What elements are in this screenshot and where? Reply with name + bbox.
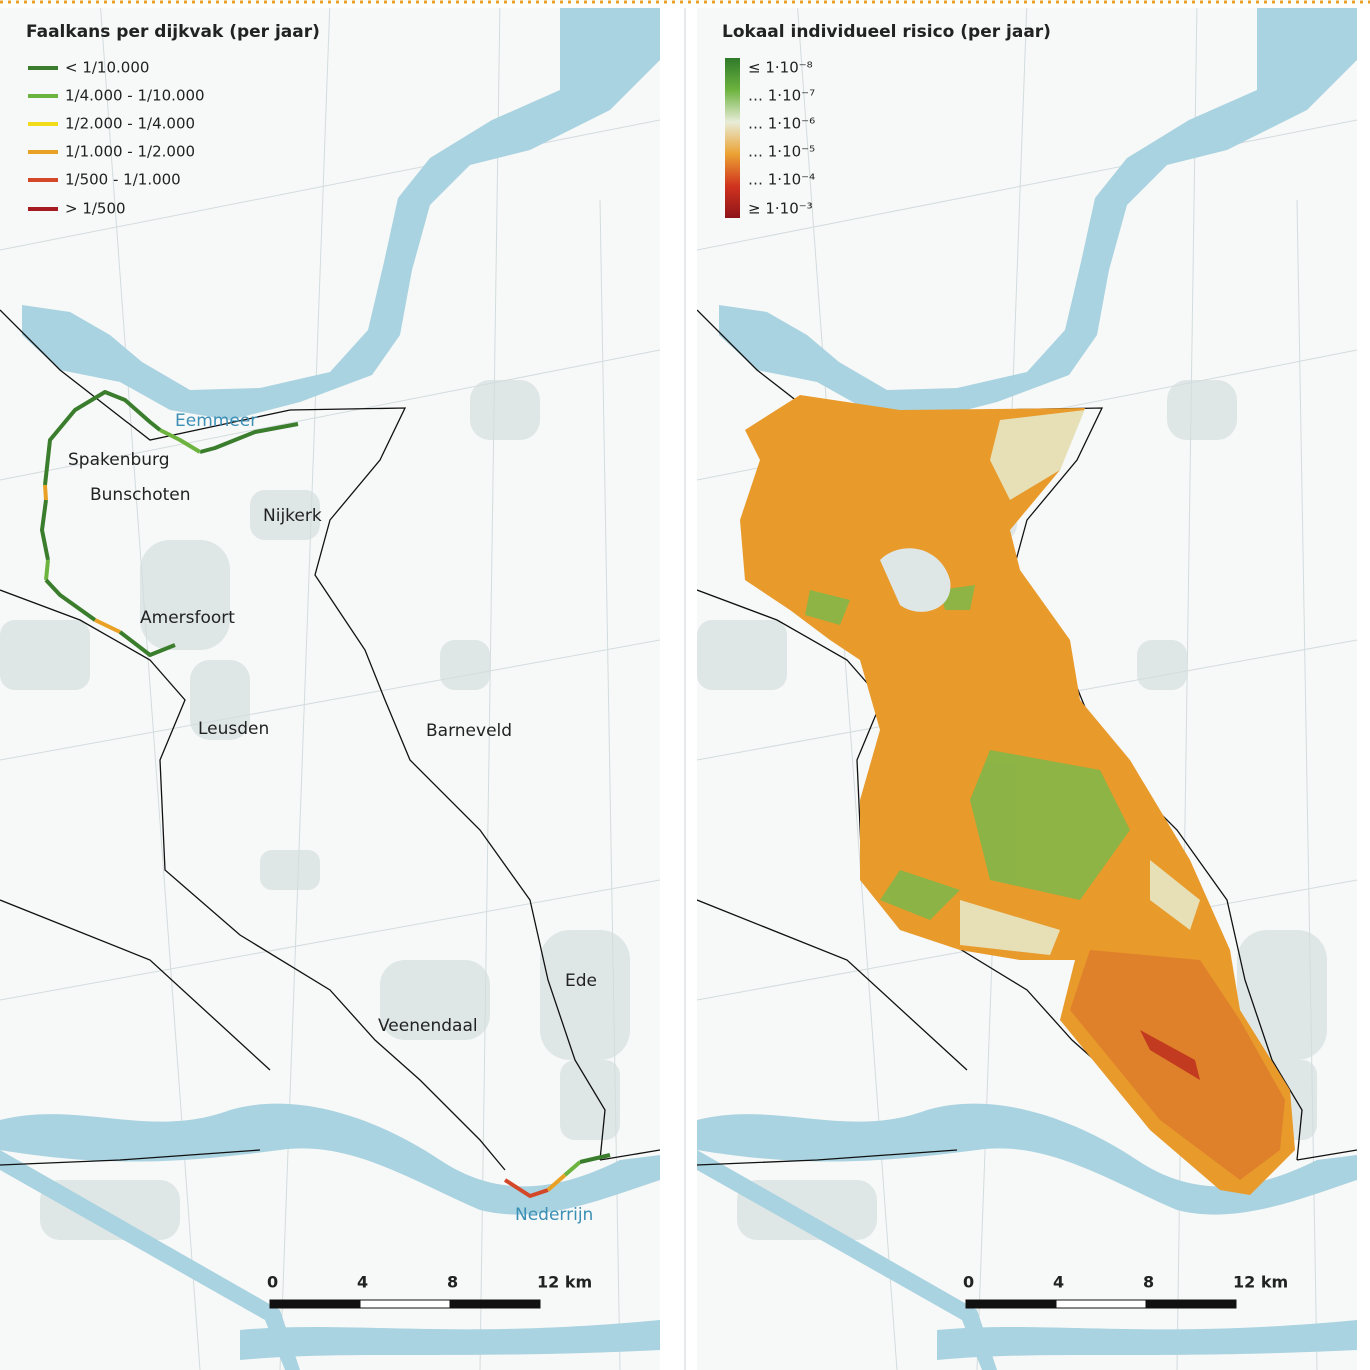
place-label: Amersfoort — [140, 608, 235, 628]
scale-label: 8 — [447, 1273, 458, 1292]
scale-segment — [269, 1299, 361, 1309]
place-label: Ede — [565, 971, 597, 991]
water-label: Eemmeer — [175, 411, 257, 431]
risk-low — [805, 585, 1130, 920]
scale-segment — [359, 1299, 451, 1309]
scale-label: 12 km — [537, 1273, 592, 1292]
scale-label: 0 — [963, 1273, 974, 1292]
dike-segment — [43, 390, 162, 486]
dike-segment — [40, 499, 50, 561]
city-gap — [880, 548, 951, 612]
dike-segment — [159, 428, 202, 454]
dike-segment — [43, 484, 48, 501]
place-label: Barneveld — [426, 721, 512, 741]
dike-segment — [44, 578, 97, 622]
dike-segment — [563, 1160, 582, 1177]
legend-label: ≥ 1·10⁻³ — [748, 200, 813, 218]
place-label: Leusden — [198, 719, 269, 739]
legend-label: 1/1.000 - 1/2.000 — [65, 143, 195, 161]
scale-label: 4 — [1053, 1273, 1064, 1292]
scale-segment — [965, 1299, 1057, 1309]
dike-segment — [44, 559, 50, 581]
legend-label: … 1·10⁻⁵ — [748, 143, 815, 161]
scale-label: 4 — [357, 1273, 368, 1292]
legend-label: ≤ 1·10⁻⁸ — [748, 59, 813, 77]
panel-title: Lokaal individueel risico (per jaar) — [722, 22, 1051, 42]
panel-title: Faalkans per dijkvak (per jaar) — [26, 22, 320, 42]
dike-segment — [503, 1178, 549, 1198]
scale-label: 12 km — [1233, 1273, 1288, 1292]
place-label: Spakenburg — [68, 450, 170, 470]
scale-label: 8 — [1143, 1273, 1154, 1292]
left-panel: Faalkans per dijkvak (per jaar) < 1/10.0… — [0, 8, 686, 1370]
legend-label: 1/2.000 - 1/4.000 — [65, 115, 195, 133]
scale-segment — [1145, 1299, 1237, 1309]
scale-label: 0 — [267, 1273, 278, 1292]
place-label: Veenendaal — [378, 1016, 478, 1036]
right-panel: Lokaal individueel risico (per jaar) ≤ 1… — [697, 8, 1358, 1370]
legend-label: 1/500 - 1/1.000 — [65, 171, 181, 189]
legend-label: … 1·10⁻⁴ — [748, 171, 815, 189]
risk-area — [740, 395, 1295, 1195]
risk-mid — [960, 410, 1200, 955]
dike-segment — [94, 618, 121, 634]
dike-segment — [118, 630, 176, 657]
place-label: Bunschoten — [90, 485, 191, 505]
colorbar — [725, 58, 740, 218]
dike-segment — [579, 1153, 611, 1164]
legend-label: > 1/500 — [65, 200, 126, 218]
dike-line — [40, 390, 611, 1198]
legend-label: … 1·10⁻⁷ — [748, 87, 815, 105]
dike-segment — [546, 1173, 567, 1192]
risk-peak — [1140, 1030, 1200, 1080]
place-label: Nijkerk — [263, 506, 322, 526]
scale-segment — [1055, 1299, 1147, 1309]
legend-label: 1/4.000 - 1/10.000 — [65, 87, 205, 105]
water-label: Nederrijn — [515, 1205, 593, 1225]
dike-segment — [199, 422, 299, 454]
scale-segment — [449, 1299, 541, 1309]
legend-label: … 1·10⁻⁶ — [748, 115, 815, 133]
legend-label: < 1/10.000 — [65, 59, 149, 77]
